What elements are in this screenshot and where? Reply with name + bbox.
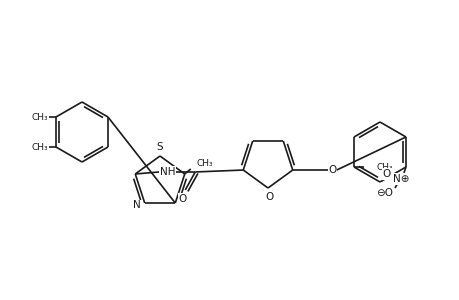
Text: O: O [178, 194, 186, 204]
Text: N: N [133, 200, 140, 210]
Text: CH₃: CH₃ [196, 160, 213, 169]
Text: ⊖O: ⊖O [375, 188, 392, 198]
Text: O: O [382, 169, 390, 179]
Text: N⊕: N⊕ [392, 174, 409, 184]
Text: CH₃: CH₃ [32, 112, 48, 122]
Text: O: O [265, 192, 274, 202]
Text: CH₃: CH₃ [32, 142, 48, 152]
Text: S: S [157, 142, 163, 152]
Text: NH: NH [159, 167, 174, 177]
Text: O: O [328, 165, 336, 175]
Text: CH₃: CH₃ [375, 163, 392, 172]
